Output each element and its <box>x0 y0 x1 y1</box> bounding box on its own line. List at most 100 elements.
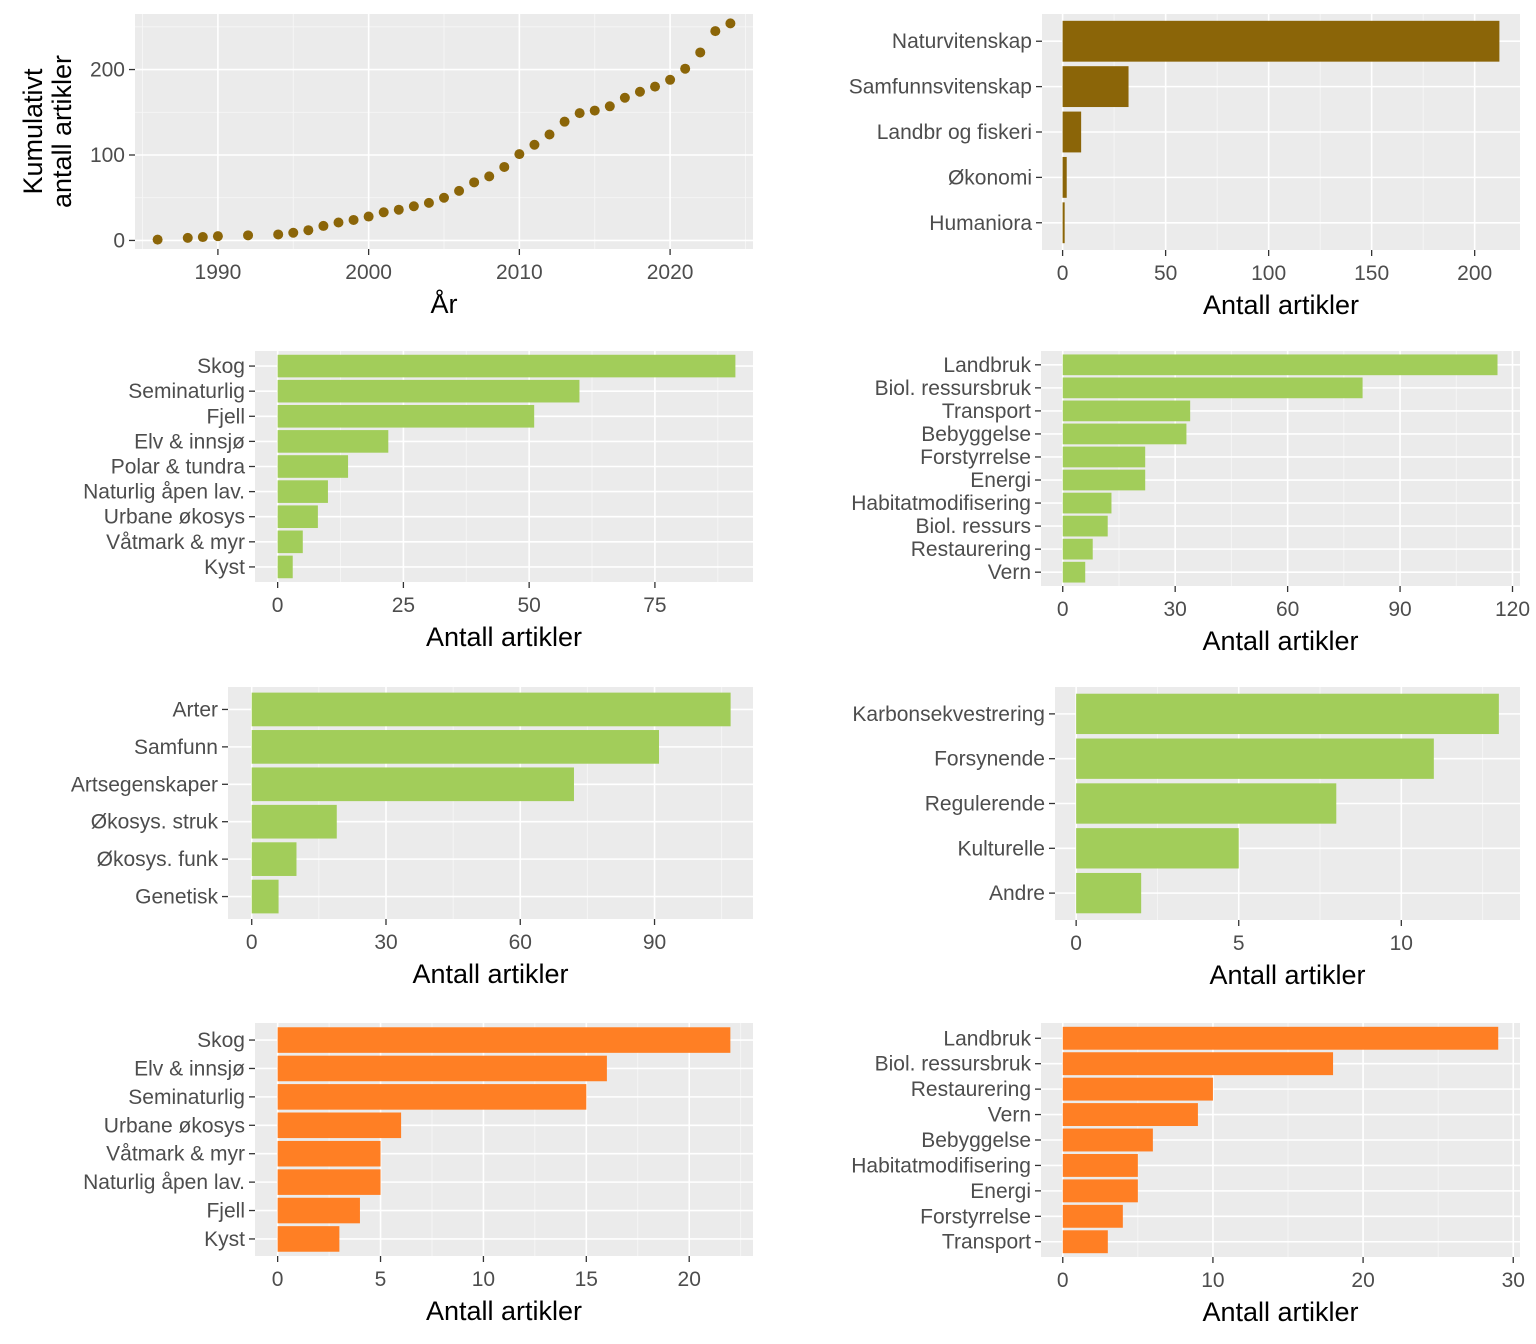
data-point <box>559 116 570 127</box>
category-label: Regulerende <box>925 793 1045 816</box>
bar <box>277 530 303 554</box>
bar <box>251 804 337 839</box>
category-label: Elv & innsjø <box>134 1057 245 1080</box>
bar <box>1062 111 1082 153</box>
bar <box>1062 66 1129 108</box>
category-label: Biol. ressursbruk <box>875 1053 1032 1076</box>
x-axis-title: År <box>431 288 458 319</box>
category-label: Naturvitenskap <box>892 30 1032 53</box>
chart-services_green: 0 5 10 Karbonsekvestrering Forsynende Reguler… <box>852 687 1520 990</box>
category-label: Arter <box>172 698 218 721</box>
x-tick-label: 15 <box>575 1268 598 1291</box>
x-tick-label: 30 <box>374 931 397 954</box>
data-point <box>408 201 419 212</box>
bar <box>277 555 293 579</box>
category-label: Transport <box>942 1231 1031 1254</box>
category-label: Biol. ressursbruk <box>875 377 1032 400</box>
bar <box>1062 538 1093 560</box>
x-tick-label: 60 <box>509 931 532 954</box>
data-point <box>589 105 600 116</box>
data-point <box>695 47 706 58</box>
bar <box>1062 1026 1499 1050</box>
y-axis-title: Kumulativtantall artikler <box>18 55 77 208</box>
x-tick-label: 0 <box>1070 932 1082 955</box>
x-tick-label: 1990 <box>195 261 242 284</box>
category-label: Våtmark & myr <box>106 1143 245 1166</box>
category-label: Elv & innsjø <box>134 430 245 453</box>
bar <box>277 430 389 453</box>
bar <box>277 1226 340 1252</box>
x-tick-label: 10 <box>472 1268 495 1291</box>
bar <box>1062 1179 1138 1203</box>
category-label: Restaurering <box>911 538 1031 561</box>
data-point <box>650 81 661 92</box>
bar <box>1062 156 1067 198</box>
bar <box>1062 561 1086 583</box>
category-label: Andre <box>989 882 1045 905</box>
data-point <box>439 192 449 203</box>
data-point <box>318 220 329 231</box>
category-label: Økosys. struk <box>91 811 219 834</box>
category-label: Genetisk <box>135 886 218 909</box>
bar <box>1062 1052 1334 1076</box>
bar <box>277 404 535 428</box>
bar <box>277 455 349 478</box>
data-point <box>484 171 495 182</box>
bar <box>277 354 736 378</box>
bar <box>1062 1230 1108 1254</box>
data-point <box>544 129 555 140</box>
data-point <box>514 149 525 160</box>
x-tick-label: 25 <box>392 594 415 617</box>
category-label: Karbonsekvestrering <box>852 703 1045 726</box>
data-point <box>423 197 434 208</box>
category-label: Artsegenskaper <box>71 773 218 796</box>
x-tick-label: 0 <box>246 931 258 954</box>
category-label: Forstyrrelse <box>920 1205 1031 1228</box>
bar <box>1076 738 1434 779</box>
y-tick-label: 100 <box>90 144 125 167</box>
category-label: Landbruk <box>943 354 1031 377</box>
data-point <box>454 185 465 196</box>
data-point <box>634 86 645 97</box>
x-tick-label: 10 <box>1201 1269 1224 1292</box>
bar <box>1062 515 1108 537</box>
category-label: Våtmark & myr <box>106 531 245 554</box>
category-label: Kyst <box>204 1228 245 1251</box>
x-tick-label: 2000 <box>345 261 392 284</box>
bar <box>1076 693 1499 735</box>
category-label: Naturlig åpen lav. <box>83 481 245 504</box>
data-point <box>348 214 359 225</box>
bar <box>1062 1077 1213 1101</box>
x-tick-label: 50 <box>517 594 540 617</box>
category-label: Samfunnsvitenskap <box>849 76 1032 99</box>
data-point <box>288 227 299 238</box>
category-label: Vern <box>988 561 1031 584</box>
category-label: Habitatmodifisering <box>851 492 1031 515</box>
data-point <box>469 177 480 188</box>
data-point <box>529 139 540 150</box>
bar <box>251 730 660 764</box>
data-point <box>303 225 314 236</box>
x-axis-title: Antall artikler <box>412 959 568 989</box>
chart-fields: 0 50 100 150 200 Naturvitenskap Samfunnsvitens… <box>849 14 1520 320</box>
x-tick-label: 10 <box>1390 932 1413 955</box>
category-label: Kyst <box>204 556 245 579</box>
x-tick-label: 75 <box>643 594 666 617</box>
x-tick-label: 20 <box>678 1268 701 1291</box>
category-label: Restaurering <box>911 1078 1031 1101</box>
x-tick-label: 100 <box>1251 262 1286 285</box>
category-label: Forsynende <box>934 748 1045 771</box>
category-label: Seminaturlig <box>128 380 245 403</box>
category-label: Energi <box>970 469 1031 492</box>
bar <box>1062 1204 1123 1228</box>
bar <box>1062 423 1187 445</box>
data-point <box>665 74 676 85</box>
data-point <box>273 229 284 240</box>
x-tick-label: 30 <box>1164 598 1187 621</box>
x-tick-label: 0 <box>1057 598 1069 621</box>
bar <box>1062 1153 1138 1177</box>
chart-ecosystems_orange: 0 5 10 15 20 Skog Elv & innsjø Seminaturlig Urba… <box>83 1023 753 1326</box>
category-label: Skog <box>197 1029 245 1052</box>
